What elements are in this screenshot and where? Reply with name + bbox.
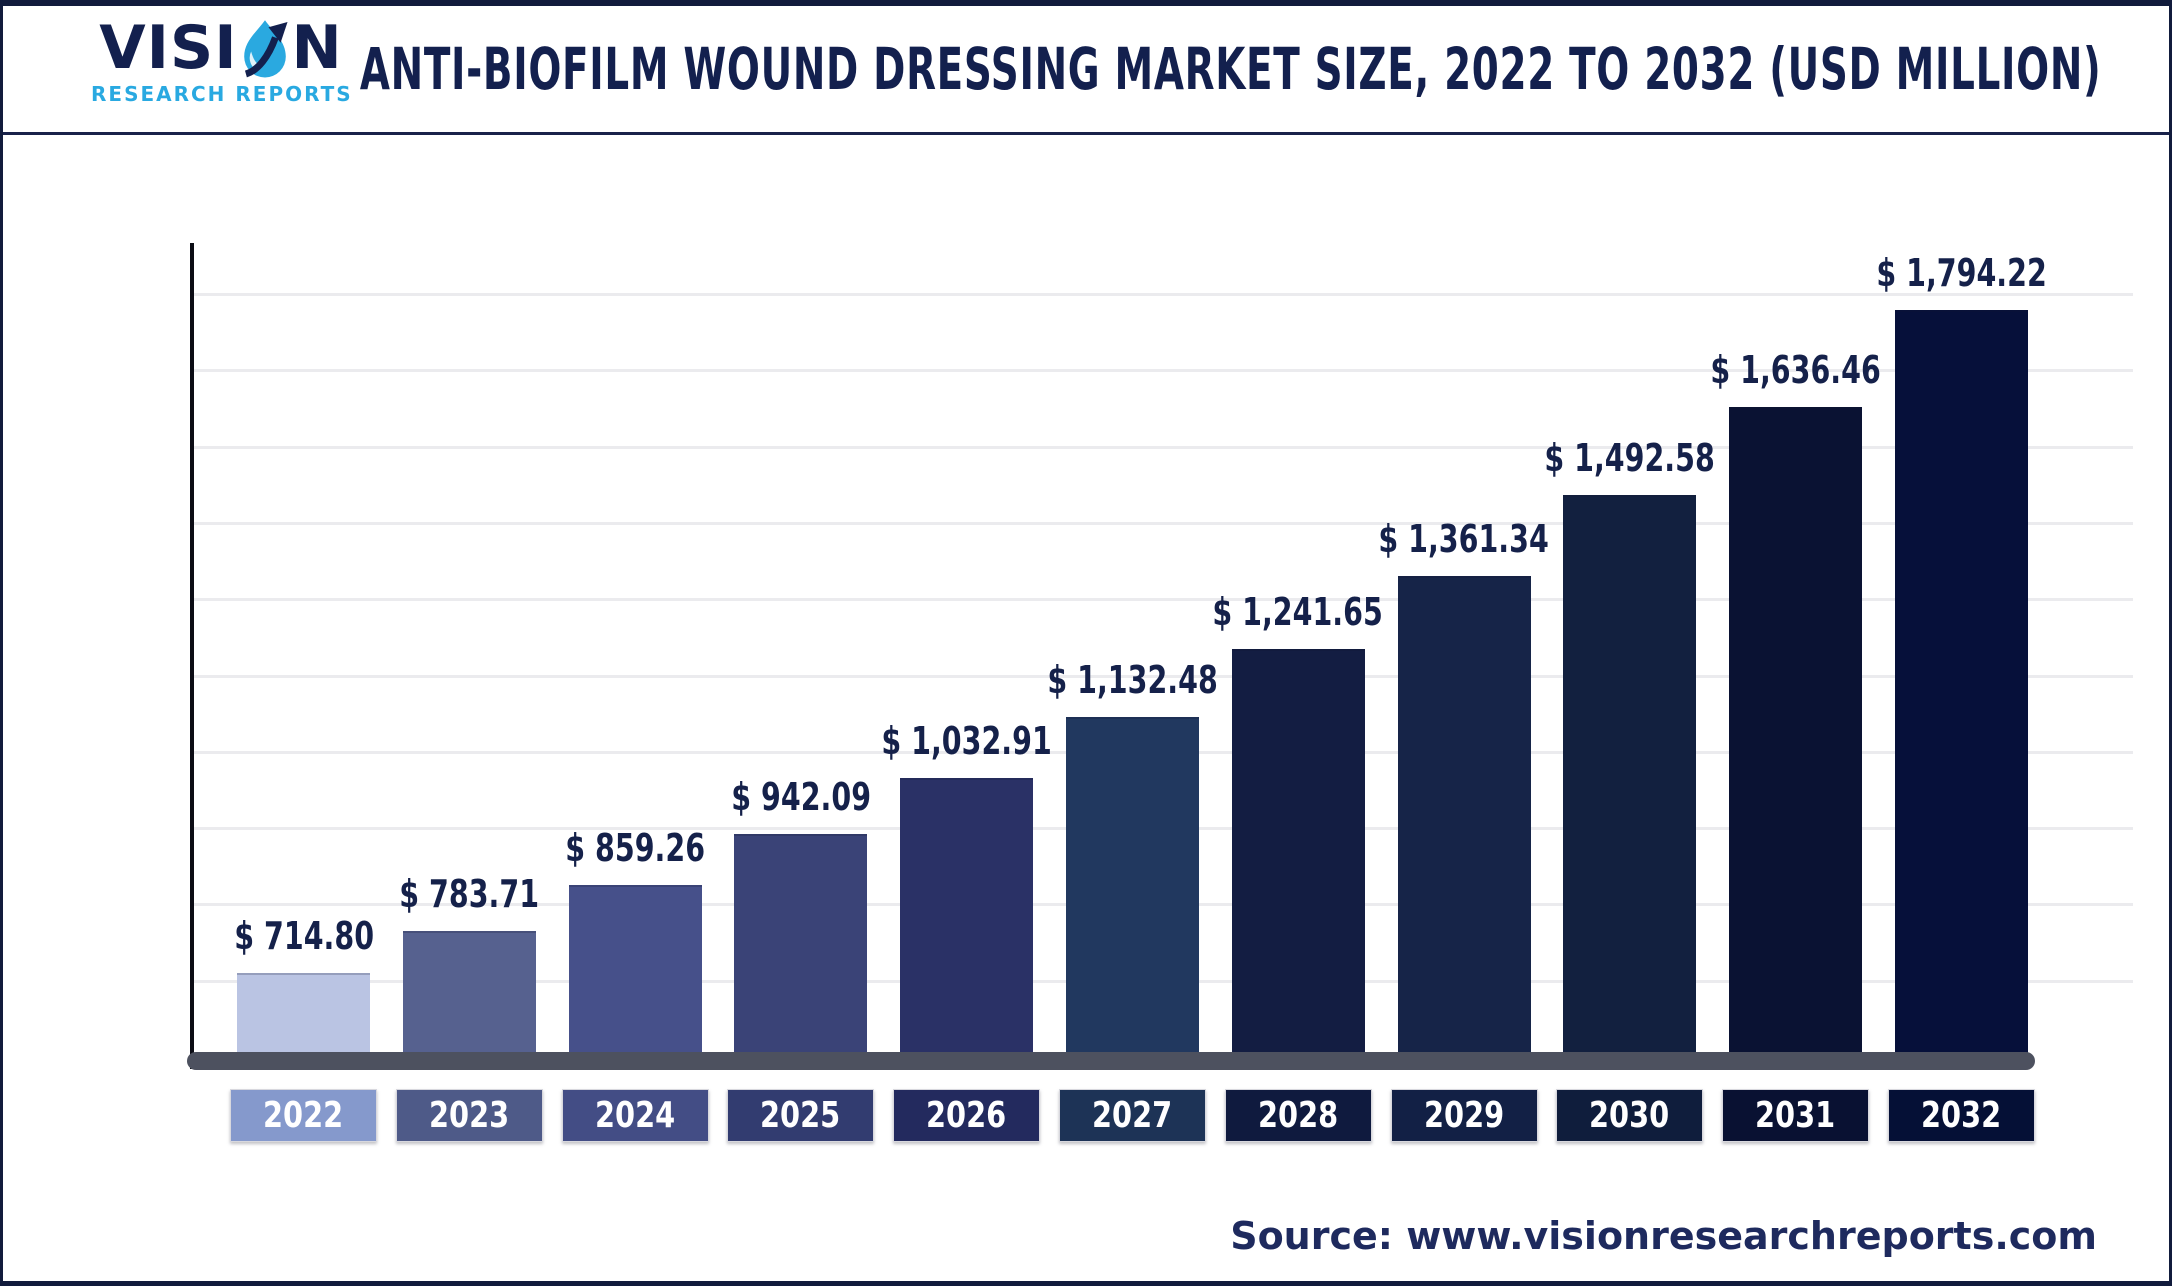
- vision-research-reports-logo: VISI N RESEARCH REPORTS: [91, 16, 351, 106]
- header: VISI N RESEARCH REPORTS ANTI-BIOFILM WOU…: [3, 6, 2169, 135]
- bar-2024: [569, 885, 702, 1060]
- x-tick-2026: 2026: [893, 1089, 1040, 1142]
- bar-2025: [734, 834, 867, 1060]
- x-tick-2022: 2022: [230, 1089, 377, 1142]
- gridline: [192, 522, 2133, 525]
- x-tick-2030: 2030: [1556, 1089, 1703, 1142]
- value-label-2030: $ 1,492.58: [1544, 436, 1716, 480]
- value-label-2029: $ 1,361.34: [1378, 517, 1550, 561]
- value-label-2032: $ 1,794.22: [1876, 251, 2048, 295]
- gridline: [192, 675, 2133, 678]
- y-axis-line: [190, 243, 194, 1069]
- bar-2023: [403, 931, 536, 1060]
- page-title: ANTI-BIOFILM WOUND DRESSING MARKET SIZE,…: [360, 35, 2102, 103]
- x-tick-2029: 2029: [1391, 1089, 1538, 1142]
- bar-2027: [1066, 717, 1199, 1060]
- logo-wordmark: VISI N: [91, 16, 351, 78]
- bar-2028: [1232, 649, 1365, 1060]
- x-axis-line: [187, 1052, 2035, 1070]
- x-tick-2027: 2027: [1059, 1089, 1206, 1142]
- value-label-2027: $ 1,132.48: [1047, 658, 1219, 702]
- logo-subtitle: RESEARCH REPORTS: [91, 82, 353, 106]
- x-tick-2024: 2024: [562, 1089, 709, 1142]
- value-label-2025: $ 942.09: [731, 775, 871, 819]
- value-label-2026: $ 1,032.91: [881, 719, 1053, 763]
- gridline: [192, 369, 2133, 372]
- gridline: [192, 293, 2133, 296]
- x-tick-2025: 2025: [727, 1089, 874, 1142]
- title-container: ANTI-BIOFILM WOUND DRESSING MARKET SIZE,…: [348, 6, 2114, 132]
- value-label-2024: $ 859.26: [565, 826, 705, 870]
- value-label-2028: $ 1,241.65: [1212, 590, 1384, 634]
- x-tick-2023: 2023: [396, 1089, 543, 1142]
- logo-word-end: N: [291, 13, 343, 83]
- bar-2022: [237, 973, 370, 1060]
- bar-2026: [900, 778, 1033, 1060]
- water-drop-arrow-icon: [243, 20, 288, 78]
- source-credit: Source: www.visionresearchreports.com: [1230, 1214, 2097, 1258]
- bar-chart-plot-area: $ 714.80 2022 $ 783.71 2023 $ 859.26 2024 $ 94…: [3, 6, 2169, 1281]
- x-tick-2031: 2031: [1722, 1089, 1869, 1142]
- value-label-2031: $ 1,636.46: [1710, 348, 1882, 392]
- bar-2031: [1729, 407, 1862, 1060]
- bar-2030: [1563, 495, 1696, 1060]
- x-tick-2032: 2032: [1888, 1089, 2035, 1142]
- gridline: [192, 446, 2133, 449]
- logo-word-start: VISI: [99, 13, 238, 83]
- x-tick-2028: 2028: [1225, 1089, 1372, 1142]
- value-label-2022: $ 714.80: [234, 914, 374, 958]
- gridline: [192, 598, 2133, 601]
- bar-2032: [1895, 310, 2028, 1060]
- value-label-2023: $ 783.71: [399, 872, 539, 916]
- bar-2029: [1398, 576, 1531, 1060]
